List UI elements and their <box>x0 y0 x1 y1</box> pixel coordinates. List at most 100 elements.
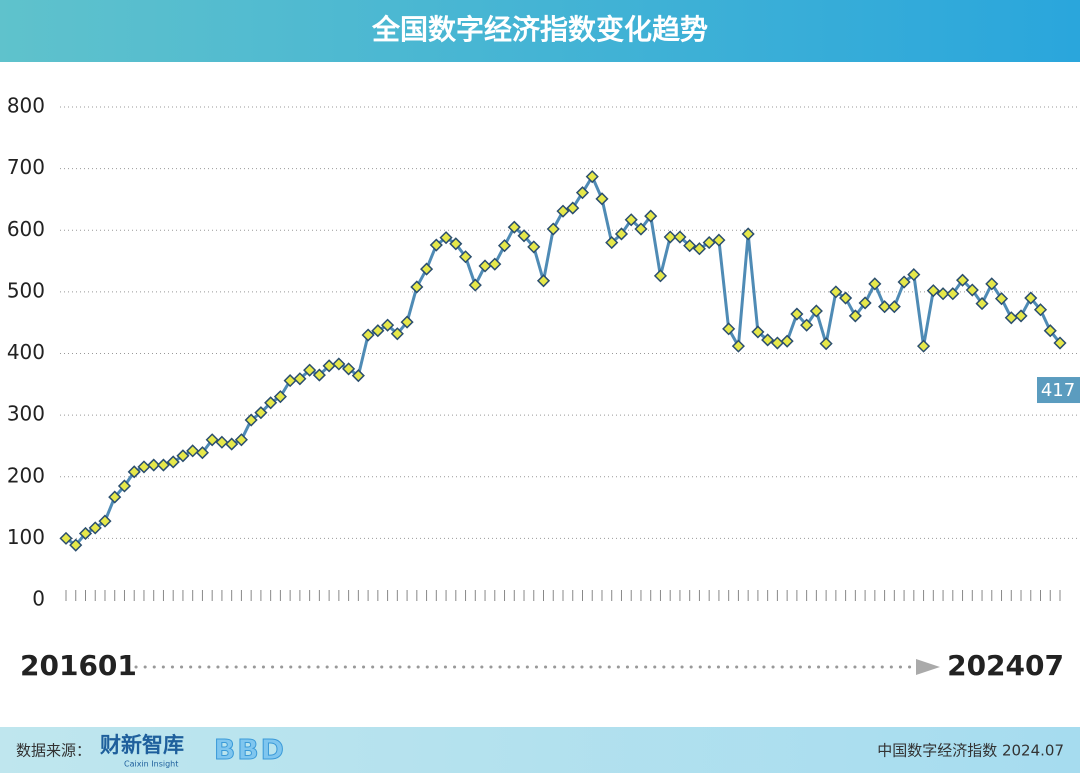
marker <box>215 435 229 449</box>
x-start-label: 201601 <box>20 649 137 682</box>
marker <box>1033 303 1048 317</box>
marker <box>536 274 551 288</box>
marker <box>390 327 404 341</box>
chart-title: 全国数字经济指数变化趋势 <box>371 13 708 46</box>
marker <box>410 280 424 294</box>
line <box>65 175 1062 547</box>
marker <box>176 449 190 463</box>
marker <box>839 291 853 305</box>
marker <box>225 437 239 451</box>
marker <box>244 413 258 427</box>
marker <box>400 315 414 329</box>
header-bar <box>0 0 1080 62</box>
marker <box>59 531 73 545</box>
marker <box>955 273 970 287</box>
marker <box>108 490 122 504</box>
marker <box>722 322 736 336</box>
marker <box>342 362 356 376</box>
marker <box>936 287 950 301</box>
marker <box>429 238 443 252</box>
y-tick-label: 0 <box>32 587 45 611</box>
end-label: 417 <box>1041 380 1075 401</box>
marker <box>1004 311 1018 325</box>
marker <box>507 220 521 234</box>
marker <box>478 259 492 273</box>
marker <box>468 278 482 292</box>
marker <box>946 287 960 301</box>
marker <box>605 236 619 250</box>
marker <box>78 526 93 541</box>
marker <box>332 357 346 371</box>
marker <box>809 304 823 318</box>
marker <box>994 292 1009 306</box>
y-tick-label: 200 <box>7 463 45 487</box>
marker <box>166 455 180 469</box>
marker <box>254 406 268 420</box>
marker <box>1053 336 1067 350</box>
marker <box>527 240 541 254</box>
marker <box>907 268 921 282</box>
y-tick-label: 500 <box>7 278 45 302</box>
marker <box>692 242 706 256</box>
marker <box>761 333 775 347</box>
marker <box>770 336 784 350</box>
marker <box>69 538 83 552</box>
marker <box>147 458 161 472</box>
marker <box>361 328 375 342</box>
marker <box>858 296 872 310</box>
y-tick-label: 700 <box>7 155 45 179</box>
marker <box>653 269 668 283</box>
marker <box>683 239 697 253</box>
marker <box>965 283 979 297</box>
partner-logo: BBD <box>214 733 286 766</box>
y-tick-label: 100 <box>7 525 45 549</box>
marker <box>712 233 726 247</box>
arrow-head <box>916 659 940 675</box>
marker <box>195 446 209 460</box>
marker <box>575 186 590 200</box>
marker <box>878 300 892 314</box>
marker <box>205 433 219 447</box>
marker <box>351 369 365 383</box>
footnote: 中国数字经济指数 2024.07 <box>877 742 1064 760</box>
marker <box>1024 291 1038 305</box>
marker <box>897 275 911 289</box>
marker <box>293 372 307 386</box>
marker <box>98 514 112 528</box>
y-tick-label: 400 <box>7 340 45 364</box>
marker <box>371 324 385 338</box>
marker <box>137 460 151 474</box>
marker <box>585 170 599 184</box>
marker <box>731 339 745 353</box>
marker <box>556 204 570 218</box>
marker <box>117 479 132 493</box>
marker <box>420 262 434 276</box>
marker <box>156 458 171 472</box>
marker <box>887 300 901 314</box>
y-tick-label: 300 <box>7 402 45 426</box>
end-label-box <box>1037 377 1080 404</box>
marker <box>829 285 843 299</box>
marker <box>819 337 833 351</box>
marker <box>741 227 755 241</box>
marker <box>497 239 512 253</box>
marker <box>458 250 473 264</box>
marker <box>566 201 580 215</box>
marker <box>1014 309 1028 323</box>
marker <box>546 222 560 236</box>
marker <box>926 284 940 298</box>
marker <box>381 318 395 332</box>
marker <box>312 368 326 382</box>
marker <box>449 237 463 251</box>
marker <box>303 363 317 377</box>
y-tick-label: 800 <box>7 94 45 118</box>
marker <box>780 334 794 348</box>
marker <box>800 318 814 332</box>
y-tick-label: 600 <box>7 217 45 241</box>
marker <box>624 213 638 227</box>
marker <box>673 230 687 244</box>
marker <box>595 192 609 206</box>
marker <box>917 339 931 353</box>
marker <box>663 230 677 244</box>
marker <box>702 236 716 250</box>
